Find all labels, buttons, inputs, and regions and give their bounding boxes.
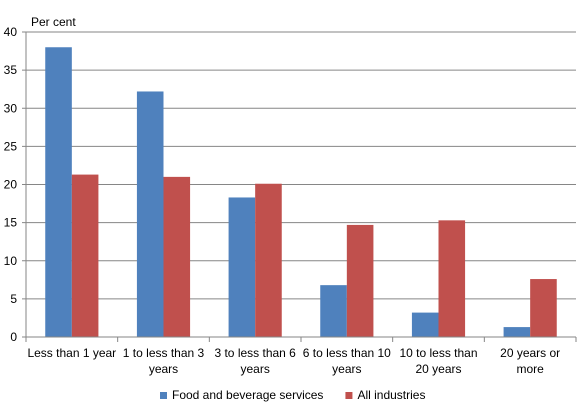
bar xyxy=(320,285,347,337)
y-tick-label: 20 xyxy=(4,178,18,192)
x-tick-label: 3 to less than 6 years xyxy=(214,346,296,376)
bar xyxy=(530,279,557,337)
bar xyxy=(71,174,99,337)
bar xyxy=(255,183,282,337)
x-tick-label: Less than 1 year xyxy=(27,346,116,360)
x-tick-labels: Less than 1 year 1 to less than 3 years 3 t… xyxy=(27,346,560,376)
y-tick-label: 5 xyxy=(10,292,17,306)
legend-label: All industries xyxy=(357,388,425,402)
x-tick-label: 20 years or more xyxy=(500,346,560,376)
y-tick-label: 10 xyxy=(4,254,18,268)
x-tick-label: 10 to less than 20 years xyxy=(399,346,477,376)
bar xyxy=(228,197,256,337)
y-tick-label: 40 xyxy=(4,25,18,39)
bar xyxy=(438,220,466,337)
bar xyxy=(45,47,72,337)
bars xyxy=(45,47,557,337)
y-tick-label: 25 xyxy=(4,139,18,153)
legend-swatch xyxy=(160,392,167,399)
y-tick-label: 0 xyxy=(10,330,17,344)
y-tick-label: 30 xyxy=(4,101,18,115)
bar xyxy=(411,312,439,337)
y-tick-label: 35 xyxy=(4,63,18,77)
y-axis-label: Per cent xyxy=(31,15,76,29)
legend-label: Food and beverage services xyxy=(172,388,323,402)
bar xyxy=(346,224,374,337)
axes xyxy=(22,31,577,342)
x-tick-label: 1 to less than 3 years xyxy=(123,346,205,376)
bar xyxy=(503,327,531,337)
bar xyxy=(163,176,191,337)
bar xyxy=(136,91,164,337)
x-tick-label: 6 to less than 10 years xyxy=(303,346,391,376)
y-tick-label: 15 xyxy=(4,216,18,230)
gridlines xyxy=(26,31,576,300)
y-tick-labels: 0 5 10 15 20 25 30 35 40 xyxy=(4,25,18,344)
legend-swatch xyxy=(345,392,353,399)
legend: Food and beverage services All industries xyxy=(160,388,425,402)
